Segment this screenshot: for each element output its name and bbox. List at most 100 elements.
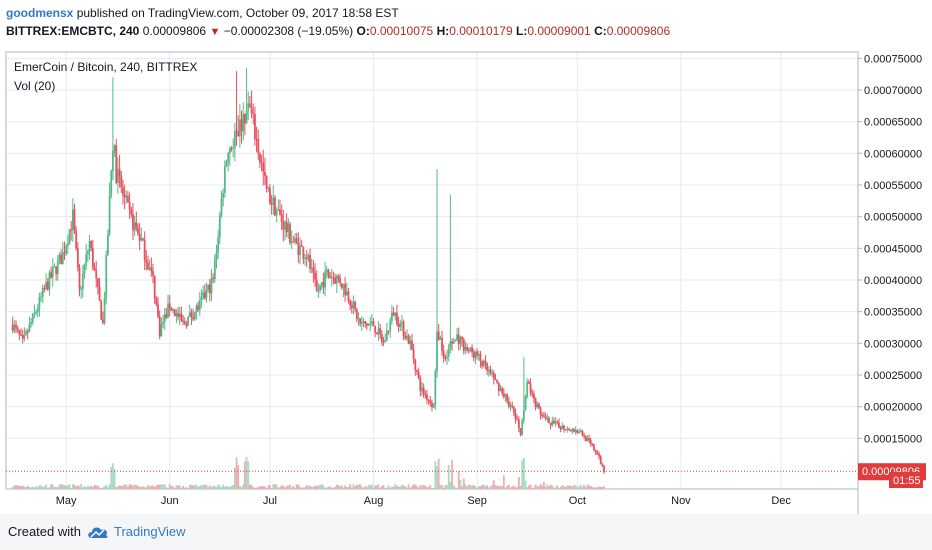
candle-body bbox=[153, 275, 156, 299]
volume-bar bbox=[519, 485, 522, 489]
candle-body bbox=[53, 266, 56, 268]
volume-bar bbox=[541, 485, 544, 489]
volume-bar bbox=[344, 485, 347, 489]
tradingview-cloud-icon[interactable] bbox=[86, 524, 110, 545]
candle-body bbox=[160, 324, 163, 337]
candle-body bbox=[487, 369, 490, 371]
volume-bar bbox=[349, 484, 352, 489]
volume-bar bbox=[512, 485, 515, 489]
volume-bar bbox=[319, 484, 321, 489]
candle-body bbox=[384, 339, 387, 343]
x-tick-label: Jun bbox=[161, 495, 179, 507]
volume-bar bbox=[255, 487, 258, 489]
candle-body bbox=[65, 246, 68, 254]
volume-bar bbox=[536, 486, 539, 489]
volume-bar bbox=[125, 484, 128, 489]
volume-bar bbox=[185, 487, 188, 489]
candle-body bbox=[534, 398, 537, 408]
candle-body bbox=[330, 277, 333, 279]
volume-bar bbox=[429, 485, 432, 489]
volume-bar bbox=[335, 484, 338, 489]
volume-bar bbox=[551, 485, 554, 489]
volume-bar bbox=[421, 485, 423, 489]
volume-bar bbox=[155, 485, 158, 489]
volume-bar bbox=[157, 484, 159, 489]
volume-bars bbox=[11, 457, 605, 489]
candle-body bbox=[290, 241, 293, 243]
candle-body bbox=[51, 267, 54, 278]
candle-body bbox=[98, 286, 101, 301]
publisher-name[interactable]: goodmensx bbox=[6, 6, 74, 20]
candle-body bbox=[546, 417, 549, 419]
volume-bar bbox=[183, 487, 186, 489]
candle-body bbox=[302, 246, 305, 259]
candle-body bbox=[36, 308, 39, 313]
candle-body bbox=[125, 195, 128, 198]
volume-bar bbox=[91, 487, 94, 489]
volume-bar bbox=[561, 484, 564, 489]
candle-body bbox=[45, 281, 47, 290]
volume-bar bbox=[476, 487, 479, 489]
volume-bar bbox=[66, 485, 69, 489]
candle-body bbox=[20, 334, 22, 336]
candle-body bbox=[147, 262, 149, 270]
volume-bar bbox=[195, 484, 198, 489]
candle-body bbox=[123, 194, 126, 198]
candle-body bbox=[237, 131, 240, 137]
candle-body bbox=[489, 369, 492, 374]
volume-bar bbox=[177, 485, 179, 489]
volume-bar bbox=[48, 487, 51, 489]
volume-bar bbox=[86, 485, 89, 489]
candle-body bbox=[441, 337, 443, 352]
volume-bar bbox=[367, 484, 370, 489]
volume-bar bbox=[441, 485, 443, 489]
candle-body bbox=[274, 197, 276, 216]
volume-bar bbox=[282, 485, 285, 489]
volume-bar bbox=[599, 486, 602, 489]
candle-body bbox=[73, 209, 76, 231]
volume-bar bbox=[18, 486, 21, 489]
volume-bar bbox=[35, 486, 37, 489]
candle-body bbox=[538, 403, 540, 408]
volume-bar bbox=[16, 485, 19, 489]
candle-body bbox=[479, 354, 482, 362]
volume-bar bbox=[274, 484, 276, 489]
x-tick-label: Dec bbox=[771, 495, 791, 507]
volume-bar bbox=[471, 485, 473, 489]
candle-body bbox=[332, 277, 335, 279]
candle-body bbox=[599, 456, 602, 465]
candle-body bbox=[360, 322, 363, 324]
candle-body bbox=[486, 363, 489, 371]
volume-bar bbox=[168, 484, 171, 489]
volume-bar bbox=[152, 485, 154, 489]
volume-bar bbox=[489, 486, 492, 489]
volume-bar bbox=[329, 486, 331, 489]
volume-bar bbox=[394, 484, 397, 489]
volume-bar bbox=[538, 486, 540, 489]
candle-body bbox=[15, 324, 17, 328]
volume-bar bbox=[446, 484, 448, 489]
candle-body bbox=[319, 284, 321, 291]
volume-bar bbox=[548, 486, 550, 489]
candle-body bbox=[350, 305, 353, 309]
candle-body bbox=[374, 325, 377, 333]
volume-bar bbox=[203, 484, 206, 489]
volume-bar bbox=[411, 486, 413, 489]
x-tick-label: Jul bbox=[263, 495, 277, 507]
volume-bar bbox=[457, 471, 460, 489]
candle-body bbox=[601, 464, 604, 467]
candle-body bbox=[165, 314, 168, 318]
volume-bar bbox=[56, 487, 59, 489]
volume-bar bbox=[153, 487, 156, 489]
volume-bar bbox=[172, 486, 174, 489]
volume-bar bbox=[101, 487, 104, 489]
candle-body bbox=[467, 350, 470, 352]
volume-bar bbox=[287, 485, 290, 489]
price-chart[interactable]: 0.00015000 0.00020000 0.00025000 0.00030000… bbox=[0, 0, 932, 514]
candle-body bbox=[526, 381, 529, 397]
volume-bar bbox=[370, 484, 373, 489]
x-tick-label: Nov bbox=[671, 495, 691, 507]
candle-body bbox=[152, 271, 154, 276]
volume-bar bbox=[238, 485, 241, 489]
tradingview-link[interactable]: TradingView bbox=[114, 524, 186, 539]
